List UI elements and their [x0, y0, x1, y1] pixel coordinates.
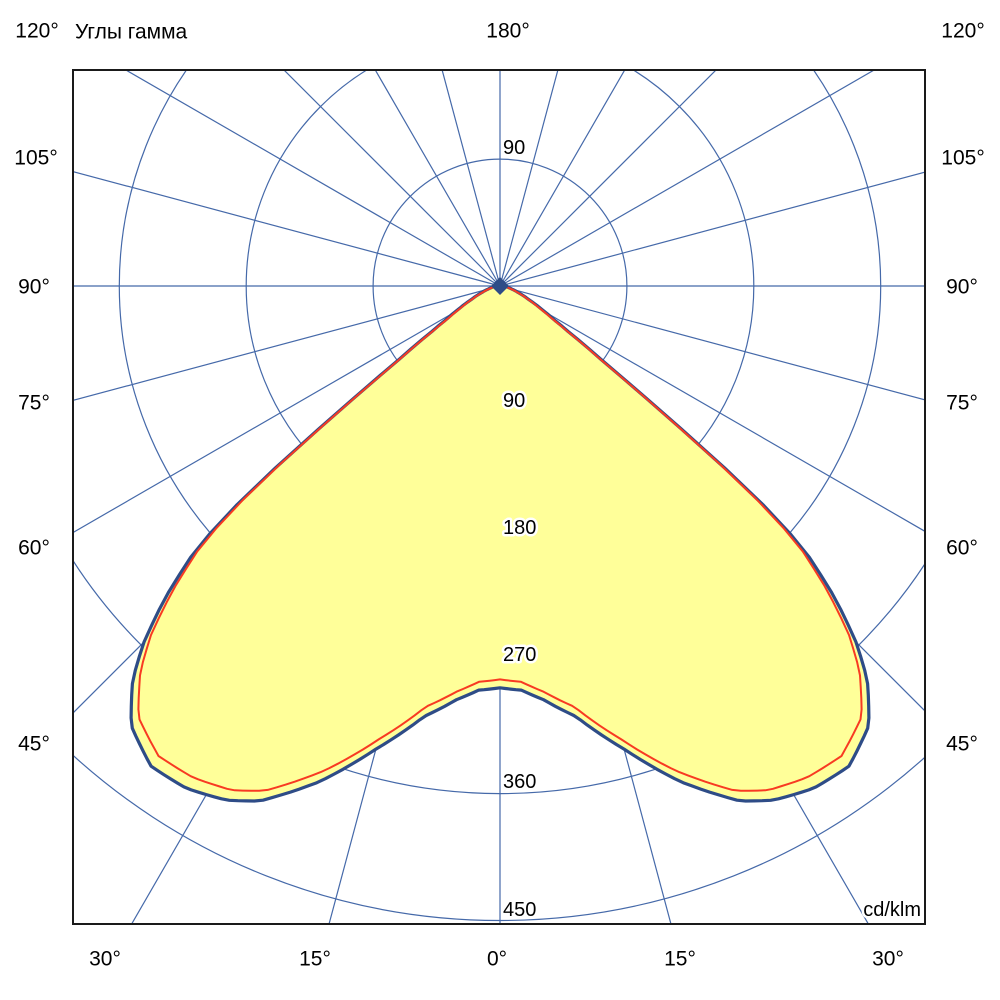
grid-ray	[73, 170, 501, 287]
angle-label-top-180: 180°	[486, 19, 530, 43]
gamma-title: Углы гамма	[75, 20, 188, 44]
angle-label-left-60: 60°	[18, 536, 50, 560]
plot-frame	[72, 69, 926, 925]
grid-ray	[499, 285, 925, 533]
angle-label-right-60: 60°	[946, 536, 978, 560]
grid-ray	[499, 171, 925, 287]
angle-label-top-left-120: 120°	[15, 19, 59, 43]
radial-tick-360: 360	[503, 771, 536, 793]
radial-tick-90-upper: 90	[503, 137, 525, 159]
grid-ray	[499, 70, 876, 287]
grid-ray	[499, 70, 717, 287]
grid-circle	[73, 754, 925, 921]
angle-label-right-105: 105°	[941, 146, 985, 170]
grid-ray	[73, 285, 501, 534]
grid-ray	[499, 70, 626, 287]
angle-label-bottom-left-15: 15°	[299, 947, 331, 971]
intensity-curves	[129, 284, 871, 803]
radial-tick-90-lower: 90	[503, 390, 525, 412]
radial-tick-180: 180	[503, 517, 536, 539]
angle-label-bottom-right-30: 30°	[872, 947, 904, 971]
radial-tick-450: 450	[503, 899, 536, 921]
grid-circle	[73, 559, 925, 795]
grid-ray	[441, 70, 501, 287]
unit-label: cd/klm	[863, 899, 921, 921]
angle-label-right-45: 45°	[946, 732, 978, 756]
angle-label-left-90: 90°	[18, 275, 50, 299]
angle-label-left-105: 105°	[14, 146, 58, 170]
angle-label-top-right-120: 120°	[941, 19, 985, 43]
angle-label-left-75: 75°	[18, 391, 50, 415]
grid-ray	[499, 70, 559, 287]
angle-label-right-90: 90°	[946, 275, 978, 299]
grid-ray	[73, 285, 501, 402]
radial-tick-270: 270	[503, 644, 536, 666]
angle-label-bottom-0: 0°	[486, 947, 508, 971]
grid-ray	[283, 70, 501, 287]
angle-label-left-45: 45°	[18, 732, 50, 756]
grid-ray	[124, 70, 501, 287]
angle-label-right-75: 75°	[946, 391, 978, 415]
angle-label-bottom-left-30: 30°	[89, 947, 121, 971]
grid-ray	[374, 70, 501, 287]
intensity-curve-c90-c270	[137, 285, 863, 792]
grid-ray	[499, 285, 925, 401]
angle-label-bottom-right-15: 15°	[664, 947, 696, 971]
pole-marker	[491, 277, 509, 295]
